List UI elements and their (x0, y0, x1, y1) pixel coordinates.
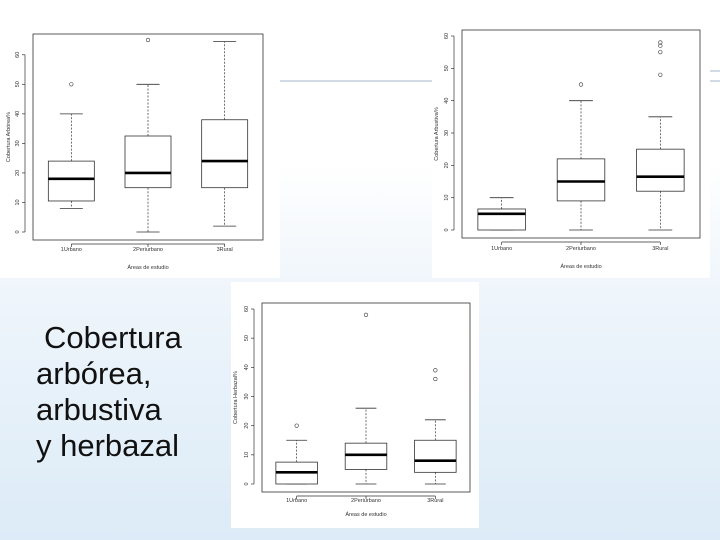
boxplot-herbazal: 0 10 20 30 40 50 60 Cobertura Herbazal% 1Urbano 2… (233, 302, 471, 518)
outlier-point (294, 423, 299, 428)
boxplot-panel-arborea: 0 10 20 30 40 50 60 Cobertura Arbórea% 1Urbano 2P… (0, 20, 280, 278)
y-tick-label: 60 (444, 33, 450, 39)
box-2Periurbano (556, 82, 606, 231)
outlier-point (145, 37, 151, 43)
iqr-box (477, 208, 526, 231)
y-tick-label: 40 (444, 98, 450, 104)
iqr-box (344, 442, 388, 470)
iqr-box (556, 158, 606, 202)
y-tick-label: 40 (15, 111, 21, 117)
x-axis-title: Áreas de estudio (127, 264, 168, 271)
y-tick-label: 20 (444, 162, 450, 168)
outlier-point (658, 43, 663, 48)
box-2Periurbano (124, 37, 172, 233)
y-tick-label: 0 (444, 228, 450, 231)
box-3Rural (636, 40, 685, 231)
boxplot-panel-herbazal: 0 10 20 30 40 50 60 Cobertura Herbazal% 1Urbano 2… (231, 282, 479, 528)
caption-line: y herbazal (36, 428, 180, 463)
y-tick-label: 50 (244, 335, 250, 341)
x-axis-title: Áreas de estudio (345, 511, 386, 518)
iqr-box (636, 148, 685, 192)
box-1Urbano (275, 423, 318, 485)
caption-line: arbórea, (36, 356, 152, 391)
box-2Periurbano (344, 312, 388, 485)
y-tick-label: 30 (444, 130, 450, 136)
y-axis-title: Cobertura Herbazal% (233, 371, 239, 424)
plot-frame (32, 33, 264, 241)
y-tick-label: 10 (244, 452, 250, 458)
box-1Urbano (477, 197, 526, 231)
iqr-box (414, 439, 457, 473)
outlier-point (433, 368, 438, 373)
y-tick-label: 60 (244, 306, 250, 312)
y-tick-label: 30 (15, 140, 21, 146)
outlier-point (658, 72, 663, 77)
y-tick-label: 10 (444, 195, 450, 201)
x-tick-label: 2Periurbano (133, 247, 163, 253)
y-tick-label: 30 (244, 393, 250, 399)
box-1Urbano (47, 82, 95, 209)
boxplot-arbustiva: 0 10 20 30 40 50 60 Cobertura Arbustiva% 1Urbano… (434, 29, 701, 270)
caption-line: Cobertura (44, 320, 182, 355)
y-tick-label: 0 (244, 482, 250, 485)
boxplot-arborea: 0 10 20 30 40 50 60 Cobertura Arbórea% 1Urbano 2P… (6, 33, 264, 271)
y-tick-label: 10 (15, 199, 21, 205)
iqr-box (47, 160, 95, 202)
y-axis-title: Cobertura Arbórea% (6, 112, 12, 162)
y-tick-label: 20 (244, 423, 250, 429)
slide-caption: Cobertura arbórea, arbustiva y herbazal (36, 320, 226, 464)
plot-frame (461, 29, 701, 239)
y-tick-label: 0 (15, 230, 21, 233)
box-3Rural (201, 41, 249, 227)
y-tick-label: 50 (444, 65, 450, 71)
iqr-box (124, 135, 172, 189)
y-tick-label: 60 (15, 52, 21, 58)
iqr-box (201, 119, 249, 189)
x-tick-label: 1Urbano (491, 246, 512, 252)
outlier-point (578, 82, 584, 87)
x-tick-label: 2Periurbano (566, 246, 596, 252)
outlier-point (363, 312, 369, 317)
box-3Rural (414, 368, 457, 485)
x-tick-label: 3Rural (652, 246, 668, 252)
x-tick-label: 1Urbano (286, 498, 307, 504)
outlier-point (658, 40, 663, 45)
x-tick-label: 3Rural (217, 247, 233, 253)
outlier-point (69, 82, 74, 87)
outlier-point (433, 376, 438, 382)
outlier-point (658, 50, 663, 55)
x-tick-label: 1Urbano (61, 247, 82, 253)
y-axis-title: Cobertura Arbustiva% (434, 107, 440, 161)
y-tick-label: 50 (15, 81, 21, 87)
plot-frame (261, 302, 471, 493)
x-tick-label: 3Rural (427, 498, 443, 504)
y-tick-label: 40 (244, 364, 250, 370)
decorative-divider-right (700, 70, 720, 72)
caption-line: arbustiva (36, 392, 162, 427)
x-axis-title: Áreas de estudio (560, 263, 601, 270)
boxplot-panel-arbustiva: 0 10 20 30 40 50 60 Cobertura Arbustiva% 1Urbano… (432, 20, 710, 278)
x-tick-label: 2Periurbano (351, 498, 381, 504)
y-tick-label: 20 (15, 170, 21, 176)
